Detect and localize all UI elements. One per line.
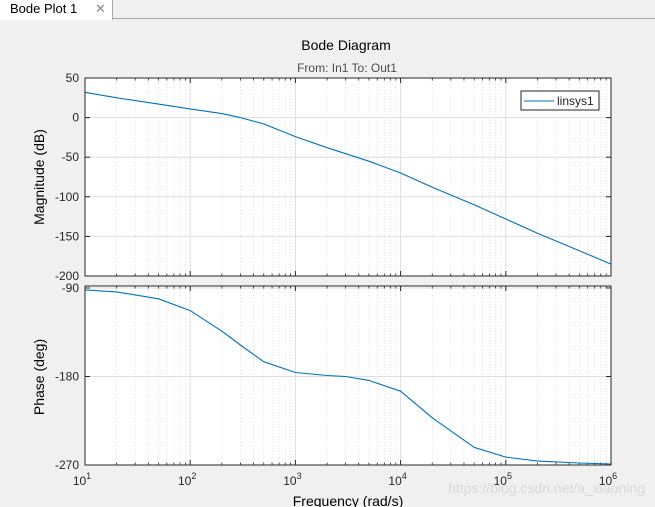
close-icon[interactable]: ✕ xyxy=(95,1,106,16)
legend: linsys1 xyxy=(520,90,600,111)
bode-chart: Bode Diagram From: In1 To: Out1 50 0 -50 -1… xyxy=(31,37,645,507)
magnitude-axes-box xyxy=(84,77,612,277)
chart-title: Bode Diagram xyxy=(301,37,391,53)
phase-x-tick-label: 102 xyxy=(178,471,196,488)
magnitude-y-tick-label: -100 xyxy=(55,190,79,204)
phase-y-tick-label: -270 xyxy=(55,458,79,472)
watermark-text: https://blog.csdn.net/a_xiaoning xyxy=(448,480,645,496)
phase-x-tick-label: 103 xyxy=(283,471,301,488)
magnitude-y-tick-label: -150 xyxy=(55,229,79,243)
phase-y-tick-label: -180 xyxy=(55,369,79,383)
legend-box xyxy=(520,90,600,111)
legend-entry-linsys1: linsys1 xyxy=(557,94,594,108)
tab-bode-plot-1[interactable]: Bode Plot 1 ✕ xyxy=(0,0,113,20)
x-axis-label: Frequency (rad/s) xyxy=(293,493,403,507)
phase-x-tick-label: 106 xyxy=(599,471,617,488)
phase-y-tick-label: -90 xyxy=(62,281,80,295)
phase-x-tick-label: 101 xyxy=(73,471,91,488)
chart-subtitle: From: In1 To: Out1 xyxy=(297,61,397,75)
magnitude-y-tick-label: 50 xyxy=(66,71,80,85)
figure-area: Bode Diagram From: In1 To: Out1 50 0 -50 -1… xyxy=(0,20,655,507)
phase-x-tick-label: 105 xyxy=(494,471,512,488)
phase-axes-box xyxy=(84,285,612,466)
magnitude-grid xyxy=(84,77,612,277)
magnitude-y-tick-label: 0 xyxy=(72,111,79,125)
magnitude-axis-label: Magnitude (dB) xyxy=(31,129,47,225)
phase-axis-label: Phase (deg) xyxy=(31,339,47,415)
phase-plot-area xyxy=(85,286,611,465)
phase-x-tick-label: 104 xyxy=(388,471,406,488)
tab-label: Bode Plot 1 xyxy=(10,1,78,16)
magnitude-series-linsys1 xyxy=(84,91,612,265)
phase-series-linsys1 xyxy=(84,289,612,465)
magnitude-axes: 50 0 -50 -100 -150 -200 xyxy=(55,71,612,283)
magnitude-y-tick-label: -200 xyxy=(55,269,79,283)
magnitude-y-tick-label: -50 xyxy=(62,150,80,164)
figure-tab-bar: Bode Plot 1 ✕ xyxy=(0,0,655,20)
magnitude-plot-area xyxy=(85,78,611,276)
